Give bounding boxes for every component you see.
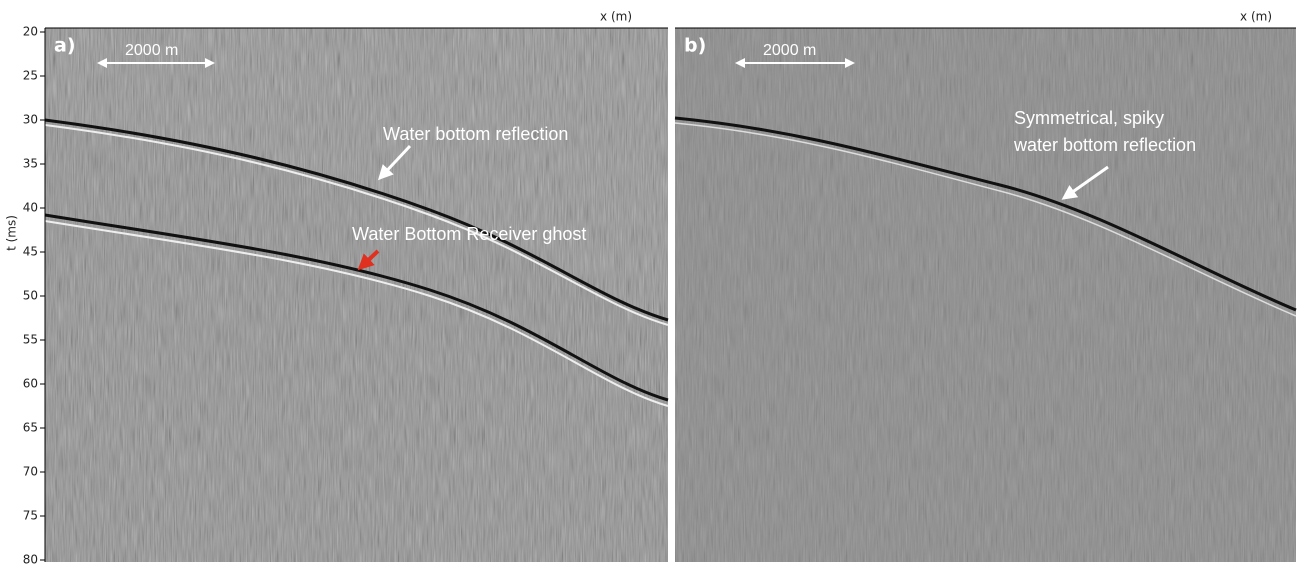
y-tick-label: 75 (23, 509, 38, 523)
annotation: Water Bottom Receiver ghost (352, 224, 586, 244)
y-tick-label: 35 (23, 157, 38, 171)
y-tick-label: 80 (23, 553, 38, 566)
y-tick-label: 70 (23, 465, 38, 479)
y-tick-label: 60 (23, 377, 38, 391)
panel-label: b) (684, 35, 706, 57)
panel-b: b) 2000 m Symmetrical, spiky water botto… (675, 10, 1296, 563)
y-tick-label: 50 (23, 289, 38, 303)
panel-a: a) 2000 m Water bottom reflection Water … (45, 10, 668, 563)
y-tick-label: 30 (23, 113, 38, 127)
y-tick-label: 45 (23, 245, 38, 259)
annotation: water bottom reflection (1013, 135, 1196, 155)
annotation: Symmetrical, spiky (1014, 108, 1164, 128)
y-tick-label: 20 (23, 25, 38, 39)
noise (45, 28, 668, 562)
scale-label: 2000 m (125, 42, 178, 59)
x-axis-label: x (m) (1240, 10, 1272, 24)
y-tick-label: 40 (23, 201, 38, 215)
y-tick-label: 25 (23, 69, 38, 83)
noise (675, 28, 1296, 562)
y-tick-label: 65 (23, 421, 38, 435)
y-tick-label: 55 (23, 333, 38, 347)
figure: a) 2000 m Water bottom reflection Water … (0, 0, 1300, 566)
y-axis-label: t (ms) (5, 215, 19, 251)
x-axis-label: x (m) (600, 10, 632, 24)
scale-label: 2000 m (763, 42, 816, 59)
panel-label: a) (54, 35, 76, 57)
annotation: Water bottom reflection (383, 124, 568, 144)
